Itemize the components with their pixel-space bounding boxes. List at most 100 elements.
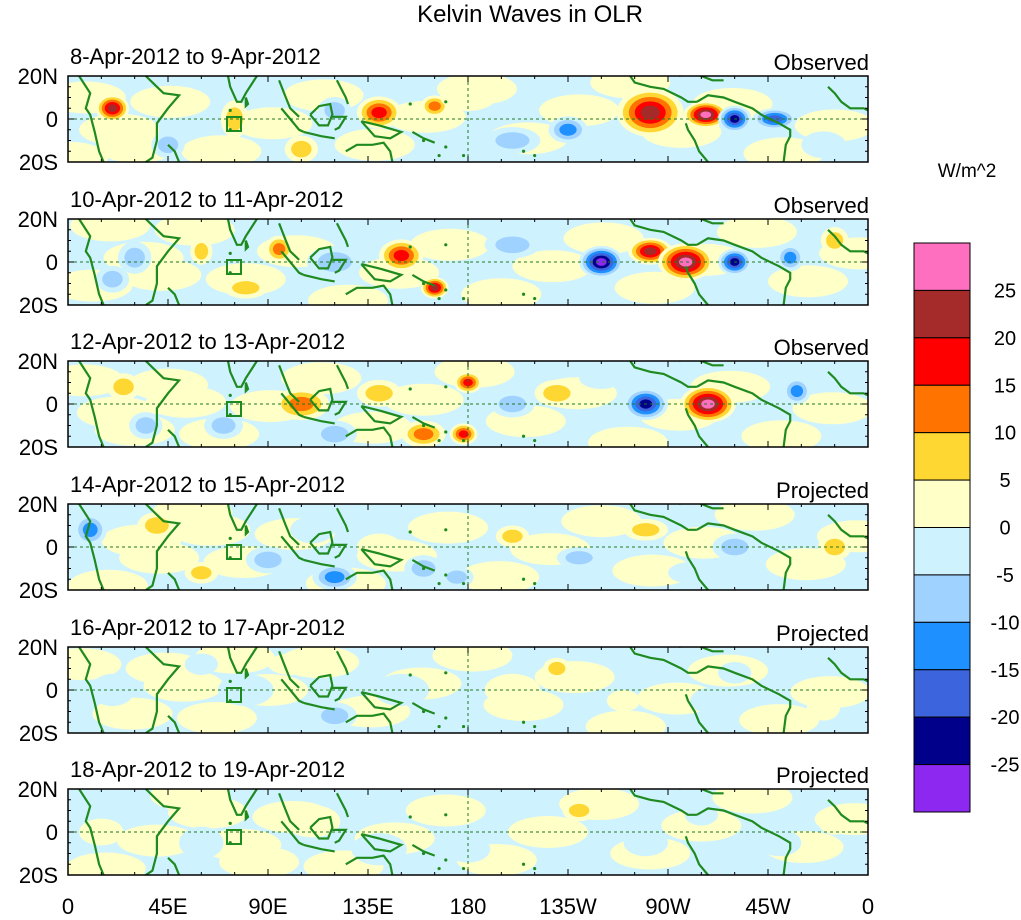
coastline [684,265,709,305]
coastline [827,86,868,112]
olr-anomaly-contour [191,566,212,580]
island-dot [408,530,412,534]
coastline [167,857,181,875]
colorbar-units: W/m^2 [938,161,997,182]
coastline [332,400,348,416]
colorbar-label: 5 [999,470,1010,492]
coastline [679,361,724,367]
coastline [278,507,300,546]
field-patch [68,648,122,681]
coastline [309,245,334,270]
colorbar-swatch [913,764,971,813]
coastline [629,219,697,246]
olr-anomaly-contour [784,251,797,264]
coastline [303,701,335,711]
coastline [629,789,697,816]
island-dot [444,528,448,532]
coastline [244,240,250,252]
colorbar-label: -20 [991,707,1020,729]
olr-anomaly-contour [463,378,473,387]
island-dot [444,573,448,577]
coastline [679,76,724,82]
coastline [280,678,305,704]
coastline [411,130,436,144]
island-dot [421,423,426,428]
field-patch [792,392,868,425]
colorbar-label: -15 [991,660,1020,682]
field-patch [563,222,644,255]
olr-anomaly-contour [107,104,118,113]
coastline [167,429,181,447]
coastline [332,686,348,702]
coastline [78,361,105,447]
island-dot [444,671,448,675]
island-dot [444,243,448,247]
island-dot [437,153,441,158]
field-patch [168,796,248,829]
coastline [167,287,181,305]
x-tick-label: 180 [450,894,487,919]
coastline [360,691,405,711]
coastline [280,392,305,418]
y-tick-label: 0 [46,392,58,417]
island-dot [521,577,526,581]
coastline [684,693,709,733]
field-patch [614,271,695,304]
y-tick-label: 20N [18,777,58,802]
panel-status-label: Observed [774,193,869,218]
field-patch [739,704,820,733]
x-tick-label: 0 [862,894,874,919]
colorbar-label: 25 [994,280,1016,302]
island-dot [533,581,537,586]
olr-anomaly-contour [690,687,735,715]
olr-anomaly-contour [232,281,260,295]
coastline [411,273,436,287]
olr-anomaly-contour [288,396,314,412]
olr-anomaly-contour [320,707,349,725]
colorbar-swatch [913,479,971,529]
coastline [78,789,105,875]
coastline [309,387,334,412]
olr-anomaly-contour [218,673,274,707]
region-box [226,687,242,703]
coastline [684,835,709,875]
panel-date-range: 12-Apr-2012 to 13-Apr-2012 [70,329,345,354]
coastline [278,222,300,261]
island-dot [521,149,526,153]
coastline [244,525,250,537]
field-patch [512,250,593,283]
island-dot [521,434,526,438]
field-patch [461,278,542,305]
island-dot [421,138,426,143]
colorbar-swatch [913,574,971,623]
olr-anomaly-contour [548,661,566,676]
island-dot [461,438,466,443]
field-patch [410,228,491,261]
field-patch [716,219,797,248]
coastline [629,361,697,388]
island-dot [444,145,448,149]
island-dot [437,438,441,443]
olr-anomaly-contour [679,257,693,267]
coastline [145,219,182,305]
y-tick-label: 0 [46,250,58,275]
colorbar: 25 20 15 10 5 0 -5 -10 -15 -20 -25 [913,242,1020,813]
coastline [226,76,258,103]
coastline [280,820,305,846]
coastline [360,120,405,140]
island-dot [533,296,537,301]
island-dot [461,581,466,586]
coastline [145,504,182,590]
island-dot [421,709,426,714]
coastline [684,122,709,162]
island-dot [228,251,232,255]
coastline [679,789,724,795]
olr-anomaly-contour [179,826,224,859]
coastline [345,426,394,447]
island-dot [533,153,537,158]
coastline [167,572,181,590]
coastline [696,522,792,590]
olr-anomaly-contour [430,284,439,291]
